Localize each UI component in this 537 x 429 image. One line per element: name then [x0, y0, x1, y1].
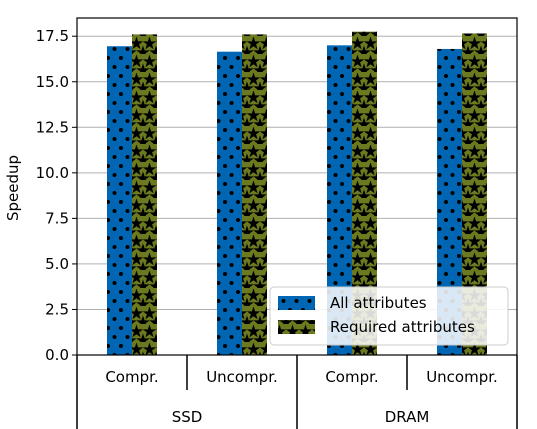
x-category-label: Uncompr. [426, 368, 498, 386]
x-category-label: Uncompr. [206, 368, 278, 386]
bar-required-attributes [242, 34, 267, 356]
bar-required-attributes [132, 34, 157, 356]
legend-label: All attributes [330, 294, 427, 312]
legend-swatch [278, 320, 315, 334]
y-tick-label: 2.5 [45, 300, 69, 318]
bar-all-attributes [107, 46, 132, 355]
y-tick-label: 5.0 [45, 255, 69, 273]
legend: All attributes Required attributes [269, 286, 509, 346]
legend-swatch [278, 296, 315, 310]
x-axis-groups: SSD DRAM [76, 355, 518, 429]
x-category-label: Compr. [325, 368, 378, 386]
bar-all-attributes [217, 51, 242, 355]
y-axis: 0.0 2.5 5.0 7.5 10.0 12.5 15.0 17.5 [36, 27, 77, 364]
y-tick-label: 15.0 [36, 73, 69, 91]
x-group-label: SSD [172, 408, 203, 426]
legend-box [269, 286, 509, 346]
x-axis-categories: Compr. Uncompr. Compr. Uncompr. [105, 355, 498, 390]
y-tick-label: 7.5 [45, 209, 69, 227]
y-tick-label: 10.0 [36, 164, 69, 182]
x-category-label: Compr. [105, 368, 158, 386]
legend-label: Required attributes [330, 318, 475, 336]
y-tick-label: 0.0 [45, 346, 69, 364]
y-tick-label: 17.5 [36, 27, 69, 45]
y-axis-label: Speedup [4, 155, 22, 221]
x-group-label: DRAM [385, 408, 430, 426]
y-tick-label: 12.5 [36, 118, 69, 136]
